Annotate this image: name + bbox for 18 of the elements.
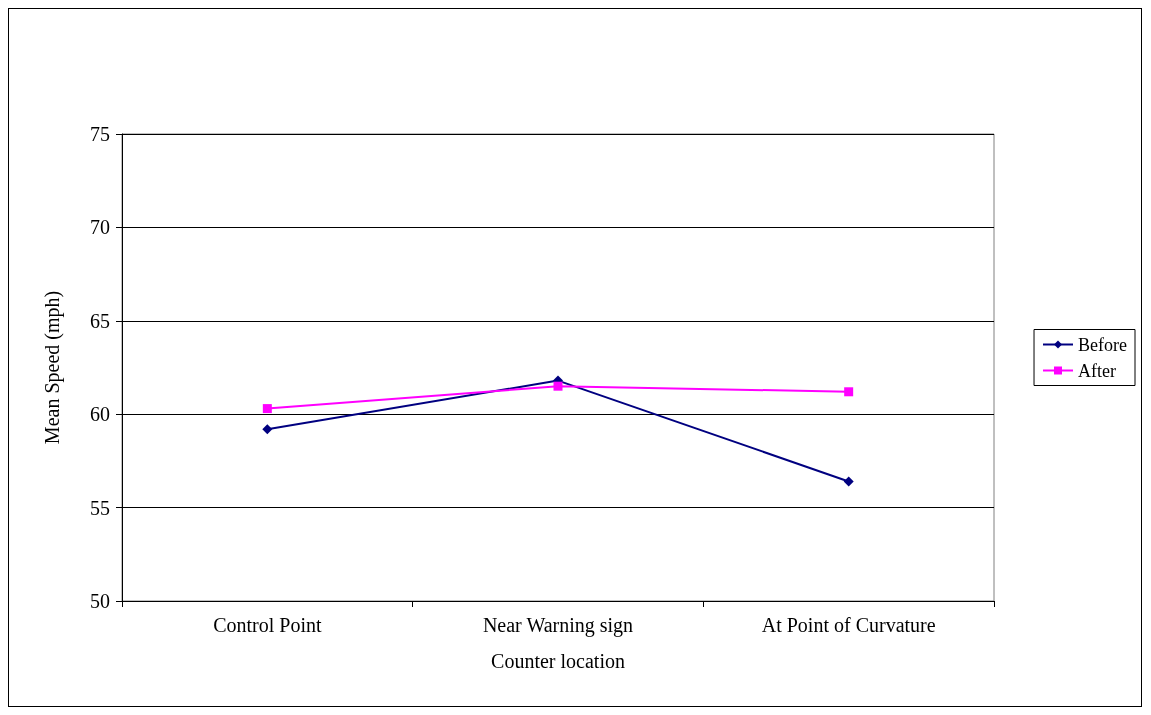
y-axis-title: Mean Speed (mph) <box>41 290 64 445</box>
point <box>843 476 854 487</box>
legend-label: After <box>1078 360 1117 381</box>
x-tick-label: Control Point <box>213 614 322 636</box>
point <box>553 381 563 391</box>
y-tick-label: 75 <box>90 123 110 145</box>
point <box>262 404 272 414</box>
y-tick-label: 70 <box>90 216 110 239</box>
y-tick-label: 65 <box>90 309 110 332</box>
legend-label: Before <box>1078 334 1128 355</box>
x-tick-label: At Point of Curvature <box>761 614 936 636</box>
y-tick-label: 60 <box>90 403 110 426</box>
point <box>844 387 854 397</box>
y-tick-label: 55 <box>90 496 110 519</box>
x-axis-title: Counter location <box>491 650 625 672</box>
point <box>262 424 273 435</box>
x-tick-label: Near Warning sign <box>482 614 634 637</box>
y-tick-label: 50 <box>90 590 110 612</box>
